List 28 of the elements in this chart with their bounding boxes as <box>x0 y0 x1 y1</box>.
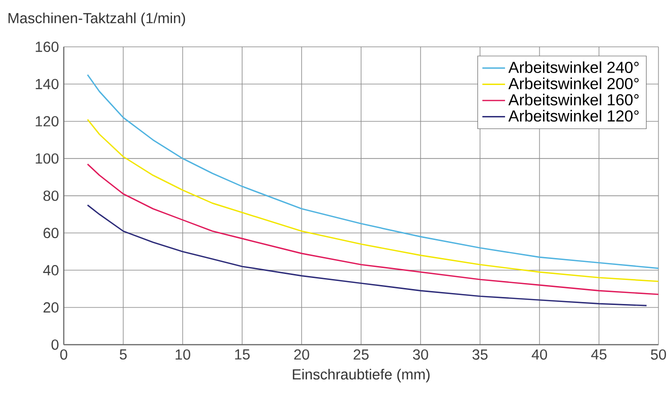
x-tick-label: 5 <box>120 349 127 360</box>
y-tick-label: 0 <box>52 339 58 350</box>
y-tick-label: 120 <box>36 116 58 126</box>
y-tick-label: 40 <box>43 264 58 276</box>
x-tick-label: 25 <box>354 349 369 360</box>
x-tick-label: 30 <box>413 349 428 360</box>
x-tick-label: 35 <box>472 349 488 360</box>
line-series <box>86 74 658 269</box>
y-axis-title: Maschinen-Taktzahl (1/min) <box>8 12 186 26</box>
x-tick-label: 10 <box>176 349 190 360</box>
legend-label: Arbeitswinkel 160° <box>508 94 639 106</box>
x-tick-label: 50 <box>650 349 666 360</box>
y-tick-label: 80 <box>43 190 58 201</box>
line-series <box>86 204 648 306</box>
x-tick-label: 20 <box>294 349 310 360</box>
x-tick-label: 15 <box>235 349 250 360</box>
legend-label: Arbeitswinkel 240° <box>508 61 639 73</box>
x-tick-label: 40 <box>532 349 548 360</box>
legend-label: Arbeitswinkel 200° <box>508 77 639 90</box>
x-axis-title: Einschraubtiefe (mm) <box>292 368 430 382</box>
y-tick-label: 60 <box>44 228 58 238</box>
y-tick-label: 160 <box>36 41 58 52</box>
y-tick-label: 20 <box>44 302 58 312</box>
legend-label: Arbeitswinkel 120° <box>508 110 639 122</box>
x-tick-label: 0 <box>60 349 68 360</box>
y-tick-label: 140 <box>36 78 58 90</box>
y-tick-label: 100 <box>36 153 58 164</box>
x-tick-label: 45 <box>591 349 606 360</box>
